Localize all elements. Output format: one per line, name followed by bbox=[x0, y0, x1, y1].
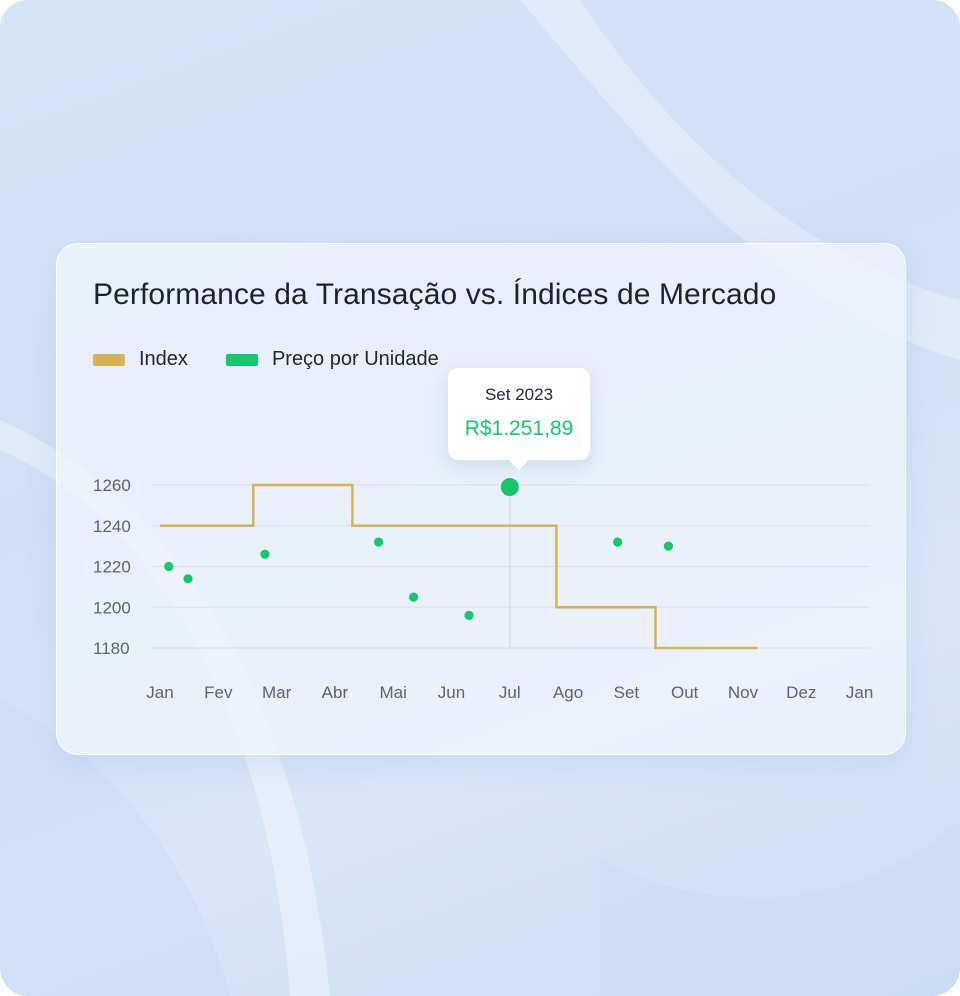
price-point bbox=[260, 549, 270, 559]
legend-swatch-index bbox=[93, 353, 125, 366]
price-point bbox=[663, 541, 673, 551]
legend-swatch-price bbox=[225, 353, 258, 366]
price-point bbox=[183, 574, 193, 584]
x-tick-label: Abr bbox=[322, 683, 349, 702]
legend-label-index: Index bbox=[139, 348, 188, 370]
chart-card: Performance da Transação vs. Índices de … bbox=[56, 243, 906, 755]
x-tick-label: Mar bbox=[262, 683, 292, 702]
x-tick-label: Out bbox=[671, 683, 699, 702]
price-point bbox=[409, 592, 419, 602]
y-tick-label: 1240 bbox=[93, 517, 131, 536]
x-tick-label: Mai bbox=[379, 683, 406, 702]
y-tick-label: 1260 bbox=[93, 476, 131, 495]
y-tick-label: 1180 bbox=[93, 639, 130, 658]
chart-title: Performance da Transação vs. Índices de … bbox=[93, 278, 777, 311]
x-tick-label: Jun bbox=[438, 683, 465, 702]
index-step-line bbox=[160, 483, 758, 650]
y-tick-label: 1200 bbox=[93, 598, 131, 617]
x-tick-label: Jan bbox=[846, 683, 873, 702]
legend-item-index[interactable]: Index bbox=[93, 348, 188, 371]
x-tick-label: Jul bbox=[499, 683, 521, 702]
y-tick-label: 1220 bbox=[93, 558, 131, 577]
tooltip-date: Set 2023 bbox=[484, 385, 554, 404]
x-tick-label: Ago bbox=[553, 683, 583, 702]
chart-legend: Index Preço por Unidade bbox=[93, 348, 477, 371]
price-point bbox=[464, 610, 474, 620]
price-point bbox=[613, 537, 623, 547]
tooltip-value: R$1.251,89 bbox=[464, 417, 574, 440]
x-tick-label: Dez bbox=[786, 683, 816, 702]
x-tick-label: Nov bbox=[728, 683, 759, 702]
legend-item-price[interactable]: Preço por Unidade bbox=[225, 348, 439, 371]
chart-tooltip: Set 2023 R$1.251,89 bbox=[448, 368, 590, 460]
price-point bbox=[164, 561, 174, 572]
legend-label-price: Preço por Unidade bbox=[271, 348, 439, 370]
chart-plot: 1260 1240 1220 1200 1180 Jan Fev Mar Abr Mai Jun Ju… bbox=[93, 476, 873, 702]
price-point bbox=[374, 537, 384, 547]
x-tick-label: Jan bbox=[146, 683, 173, 702]
x-tick-label: Set bbox=[614, 683, 640, 702]
x-tick-label: Fev bbox=[204, 683, 233, 702]
highlighted-price-point bbox=[500, 478, 519, 497]
